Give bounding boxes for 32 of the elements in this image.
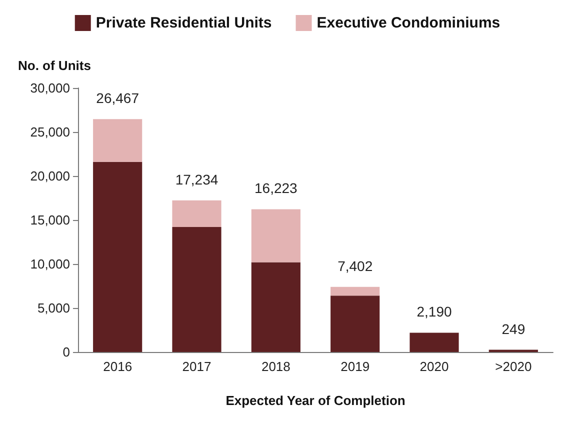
bar bbox=[93, 119, 142, 162]
x-tick-label: 2018 bbox=[261, 359, 290, 374]
bar bbox=[330, 296, 380, 352]
bar bbox=[330, 286, 380, 296]
y-tick-label: 10,000 bbox=[30, 256, 70, 272]
total-label: 2,190 bbox=[416, 304, 452, 320]
legend-label: Executive Condominiums bbox=[316, 14, 500, 32]
x-tick-label: 2019 bbox=[340, 359, 370, 374]
bar bbox=[251, 262, 300, 352]
bar bbox=[251, 209, 300, 262]
y-tick-label: 25,000 bbox=[30, 124, 70, 140]
y-tick-label: 15,000 bbox=[30, 212, 70, 228]
total-label: 16,223 bbox=[254, 180, 298, 196]
total-label: 249 bbox=[502, 320, 526, 337]
bar bbox=[410, 332, 459, 352]
total-label: 7,402 bbox=[338, 258, 373, 274]
legend-label: Private Residential Units bbox=[96, 14, 272, 32]
bar bbox=[172, 200, 222, 228]
total-label: 26,467 bbox=[96, 90, 140, 106]
x-axis-title: Expected Year of Completion bbox=[226, 393, 406, 408]
total-label: 17,234 bbox=[175, 171, 218, 188]
x-tick-label: 2017 bbox=[182, 359, 212, 374]
y-tick-label: 20,000 bbox=[30, 168, 70, 184]
y-tick-label: 5,000 bbox=[37, 300, 70, 316]
bar bbox=[93, 162, 142, 352]
x-tick-label: >2020 bbox=[495, 359, 532, 374]
y-axis-title: No. of Units bbox=[18, 58, 91, 73]
y-tick-label: 0 bbox=[62, 344, 70, 360]
y-tick-label: 30,000 bbox=[30, 80, 70, 96]
x-tick-label: 2020 bbox=[420, 359, 449, 374]
x-tick-label: 2016 bbox=[103, 359, 132, 374]
bar bbox=[172, 227, 222, 352]
